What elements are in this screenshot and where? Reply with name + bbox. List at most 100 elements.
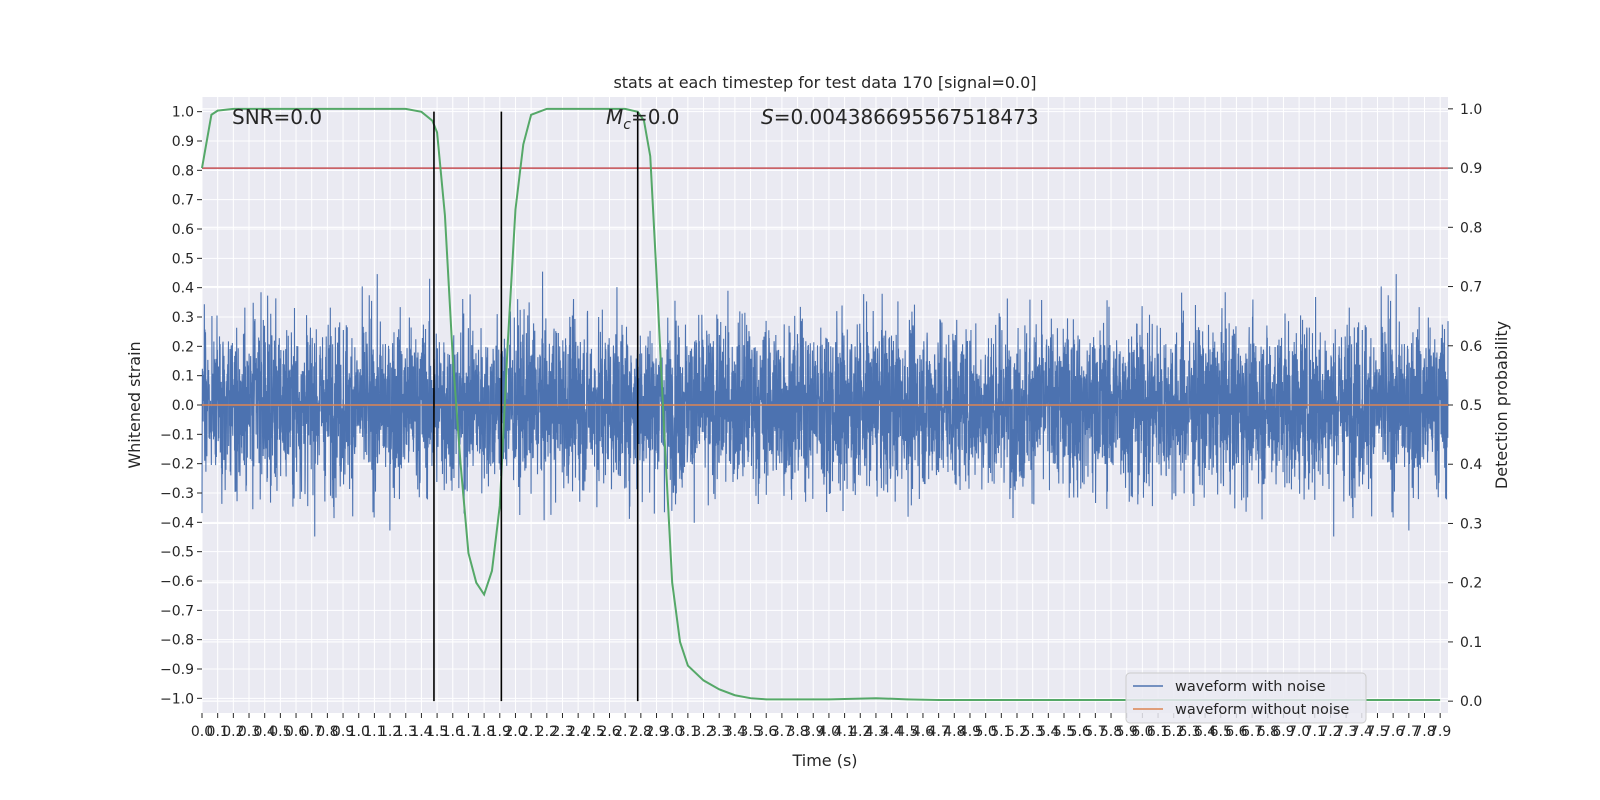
x-tick-label: 3.9 <box>802 724 824 740</box>
x-tick-label: 3.0 <box>661 724 683 740</box>
y-tick-label: 0.0 <box>172 398 194 414</box>
y-tick-label: −0.8 <box>160 633 194 649</box>
y2-tick-label: 0.1 <box>1460 635 1482 651</box>
x-tick-label: 6.3 <box>1178 724 1200 740</box>
x-tick-label: 2.5 <box>583 724 605 740</box>
chirp-mass-symbol: M <box>606 105 623 129</box>
y2-tick-label: 0.6 <box>1460 339 1482 355</box>
x-tick-label: 3.2 <box>692 724 714 740</box>
x-tick-label: 0.2 <box>222 724 244 740</box>
x-tick-label: 6.4 <box>1194 724 1216 740</box>
x-tick-label: 7.0 <box>1288 724 1310 740</box>
x-tick-label: 7.1 <box>1304 724 1326 740</box>
x-tick-label: 1.3 <box>395 724 417 740</box>
x-tick-label: 4.6 <box>912 724 934 740</box>
legend-box <box>1125 672 1367 724</box>
x-tick-label: 5.2 <box>1006 724 1028 740</box>
x-tick-label: 6.6 <box>1225 724 1247 740</box>
x-tick-label: 2.4 <box>567 724 589 740</box>
detection-probability-line <box>201 107 1441 701</box>
y-tick-label: 0.8 <box>172 163 194 179</box>
x-tick-label: 3.7 <box>771 724 793 740</box>
y2-axis-label: Detection probability <box>1492 321 1511 489</box>
y-tick-label: 0.4 <box>172 281 194 297</box>
x-tick-label: 0.5 <box>269 724 291 740</box>
s-annotation: S=0.004386695567518473 <box>761 105 1039 129</box>
x-tick-label: 3.6 <box>755 724 777 740</box>
x-tick-label: 6.8 <box>1257 724 1279 740</box>
y2-tick-label: 0.4 <box>1460 457 1482 473</box>
x-tick-label: 7.7 <box>1398 724 1420 740</box>
x-tick-label: 7.5 <box>1366 724 1388 740</box>
x-tick-label: 1.0 <box>348 724 370 740</box>
x-tick-label: 3.3 <box>708 724 730 740</box>
y-tick-label: 0.3 <box>172 310 194 326</box>
s-symbol: S <box>761 105 774 129</box>
x-tick-label: 7.9 <box>1429 724 1451 740</box>
x-tick-label: 7.6 <box>1382 724 1404 740</box>
x-tick-label: 1.4 <box>410 724 432 740</box>
chirp-mass-annotation: Mc=0.0 <box>606 105 680 133</box>
s-value: =0.004386695567518473 <box>774 105 1039 129</box>
y-tick-label: −0.1 <box>160 427 194 443</box>
y2-tick-label: 0.9 <box>1460 161 1482 177</box>
x-tick-label: 5.1 <box>990 724 1012 740</box>
x-tick-label: 4.3 <box>865 724 887 740</box>
legend-label-noise: waveform with noise <box>1175 679 1326 695</box>
x-tick-label: 0.4 <box>254 724 276 740</box>
legend-label-clean: waveform without noise <box>1175 702 1349 718</box>
x-tick-label: 4.9 <box>959 724 981 740</box>
y2-tick-label: 0.3 <box>1460 516 1482 532</box>
x-tick-label: 4.1 <box>833 724 855 740</box>
y2-tick-label: 1.0 <box>1460 102 1482 118</box>
legend: waveform with noise waveform without noi… <box>1125 672 1367 724</box>
series-detection-probability <box>201 107 1441 701</box>
x-tick-label: 5.8 <box>1100 724 1122 740</box>
x-tick-label: 4.7 <box>927 724 949 740</box>
x-tick-label: 3.4 <box>724 724 746 740</box>
x-tick-label: 5.9 <box>1116 724 1138 740</box>
x-tick-label: 3.1 <box>677 724 699 740</box>
x-axis-label: Time (s) <box>791 751 857 770</box>
x-tick-label: 5.3 <box>1022 724 1044 740</box>
x-tick-label: 2.9 <box>645 724 667 740</box>
y-tick-label: 0.1 <box>172 369 194 385</box>
x-tick-label: 5.0 <box>975 724 997 740</box>
x-tick-label: 2.3 <box>551 724 573 740</box>
x-tick-label: 2.6 <box>598 724 620 740</box>
x-tick-label: 7.3 <box>1335 724 1357 740</box>
x-tick-label: 1.8 <box>473 724 495 740</box>
x-tick-label: 5.7 <box>1084 724 1106 740</box>
x-tick-label: 3.5 <box>739 724 761 740</box>
y-tick-label: −0.3 <box>160 486 194 502</box>
x-tick-label: 7.4 <box>1351 724 1373 740</box>
y2-tick-label: 0.7 <box>1460 280 1482 296</box>
chirp-mass-subscript: c <box>623 117 631 133</box>
y2-tick-label: 0.5 <box>1460 398 1482 414</box>
y-tick-label: 0.2 <box>172 339 194 355</box>
x-tick-label: 5.5 <box>1053 724 1075 740</box>
x-tick-label: 5.4 <box>1037 724 1059 740</box>
x-tick-label: 2.2 <box>536 724 558 740</box>
x-tick-label: 6.9 <box>1272 724 1294 740</box>
x-tick-label: 1.2 <box>379 724 401 740</box>
chirp-mass-value: =0.0 <box>631 105 680 129</box>
vertical-markers <box>433 111 639 702</box>
y-tick-label: −0.9 <box>160 662 194 678</box>
x-tick-label: 6.2 <box>1163 724 1185 740</box>
noise-waveform-line <box>201 271 1449 537</box>
y-tick-label: 0.9 <box>172 134 194 150</box>
x-tick-label: 7.2 <box>1319 724 1341 740</box>
x-tick-label: 4.8 <box>943 724 965 740</box>
x-tick-label: 1.5 <box>426 724 448 740</box>
x-tick-label: 6.5 <box>1210 724 1232 740</box>
y-tick-label: −0.2 <box>160 457 194 473</box>
y-tick-label: 0.6 <box>172 222 194 238</box>
y-tick-label: −1.0 <box>160 691 194 707</box>
x-tick-label: 1.9 <box>489 724 511 740</box>
y-tick-label: −0.6 <box>160 574 194 590</box>
y-tick-label: −0.5 <box>160 545 194 561</box>
x-tick-label: 0.9 <box>332 724 354 740</box>
x-tick-label: 0.7 <box>301 724 323 740</box>
y-tick-label: 0.5 <box>172 251 194 267</box>
